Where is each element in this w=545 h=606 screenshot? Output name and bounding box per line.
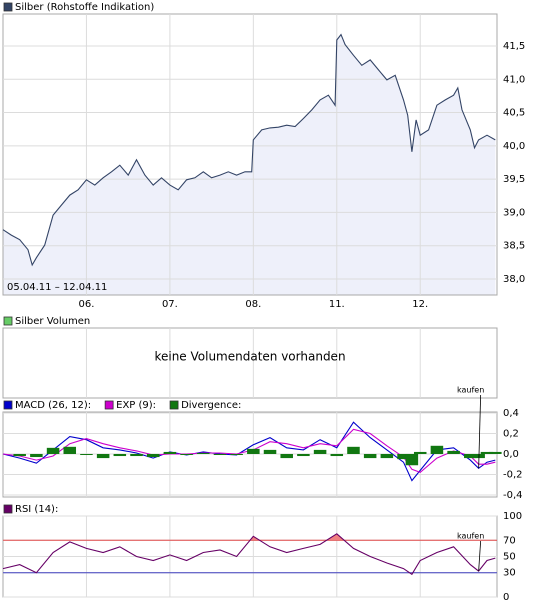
overbought-area <box>249 533 345 541</box>
indicator-line <box>2 428 496 474</box>
legend-label: EXP (9): <box>116 400 156 411</box>
y-tick-label: 50 <box>503 552 516 563</box>
y-tick-label: 40,5 <box>503 108 525 119</box>
divergence-bar <box>247 448 260 454</box>
divergence-bar <box>347 446 360 454</box>
divergence-bar <box>230 453 243 456</box>
panel-frame <box>2 13 498 296</box>
y-tick-label: 0 <box>503 592 509 603</box>
x-tick-label: 12. <box>412 299 428 310</box>
divergence-bar <box>80 453 93 456</box>
y-tick-label: 41,0 <box>503 74 525 85</box>
annotation-arrow <box>478 394 482 469</box>
divergence-bar <box>180 453 193 456</box>
divergence-bar <box>297 453 310 457</box>
y-tick-label: 38,5 <box>503 241 525 252</box>
divergence-bar <box>313 449 327 454</box>
divergence-bar <box>330 453 344 457</box>
y-tick-label: 38,0 <box>503 274 525 285</box>
legend-label: RSI (14): <box>15 504 58 515</box>
divergence-bar <box>30 453 43 458</box>
legend-swatch <box>3 316 13 326</box>
y-tick-label: 30 <box>503 568 516 579</box>
y-tick-label: 39,5 <box>503 174 525 185</box>
y-tick-label: 0,0 <box>503 449 519 460</box>
legend-label: Divergence: <box>181 400 241 411</box>
chart-title: Silber Volumen <box>15 316 90 327</box>
annotation: kaufen <box>457 532 484 541</box>
y-tick-label: 41,5 <box>503 41 525 52</box>
x-tick-label: 11. <box>329 299 345 310</box>
price-line <box>2 33 496 267</box>
divergence-bar <box>197 452 210 454</box>
divergence-bar <box>130 453 143 457</box>
legend-label: MACD (26, 12): <box>15 400 91 411</box>
legend-swatch <box>104 400 114 410</box>
divergence-bar <box>413 451 427 454</box>
indicator-line <box>2 421 496 482</box>
annotation-arrow <box>478 540 482 572</box>
panel-frame <box>2 411 498 498</box>
divergence-bar <box>113 453 127 457</box>
y-tick-label: 0,2 <box>503 429 519 440</box>
y-tick-label: -0,2 <box>503 469 523 480</box>
x-tick-label: 06. <box>78 299 94 310</box>
divergence-bar <box>489 451 502 454</box>
legend-swatch <box>169 400 179 410</box>
divergence-bar <box>380 453 394 459</box>
x-tick-label: 07. <box>162 299 178 310</box>
divergence-bar <box>430 445 444 454</box>
y-tick-label: 39,0 <box>503 207 525 218</box>
no-data-message: keine Volumendaten vorhanden <box>154 350 345 364</box>
divergence-bar <box>263 449 277 454</box>
legend-swatch <box>3 2 13 12</box>
y-tick-label: 0,4 <box>503 408 519 419</box>
divergence-bar <box>146 453 160 458</box>
divergence-bar <box>96 453 110 459</box>
divergence-bar <box>46 447 60 454</box>
x-tick-label: 08. <box>245 299 261 310</box>
y-tick-label: 100 <box>503 511 522 522</box>
y-tick-label: -0,4 <box>503 490 523 501</box>
divergence-bar <box>213 453 227 456</box>
chart-title: Silber (Rohstoffe Indikation) <box>15 2 154 13</box>
annotation: kaufen <box>457 386 484 395</box>
divergence-bar <box>13 453 26 457</box>
panel-frame <box>2 327 498 399</box>
divergence-bar <box>464 453 477 459</box>
legend-swatch <box>3 400 13 410</box>
date-range: 05.04.11 – 12.04.11 <box>7 282 107 293</box>
divergence-bar <box>397 453 410 460</box>
y-tick-label: 40,0 <box>503 141 525 152</box>
divergence-bar <box>363 453 377 459</box>
y-tick-label: 70 <box>503 535 516 546</box>
legend-swatch <box>3 504 13 514</box>
divergence-bar <box>447 450 460 454</box>
divergence-bar <box>63 446 77 454</box>
divergence-bar <box>163 451 177 454</box>
divergence-bar <box>280 453 293 459</box>
price-area <box>3 34 496 295</box>
divergence-bar <box>405 453 419 466</box>
indicator-line <box>2 533 496 576</box>
divergence-bar <box>480 451 494 454</box>
